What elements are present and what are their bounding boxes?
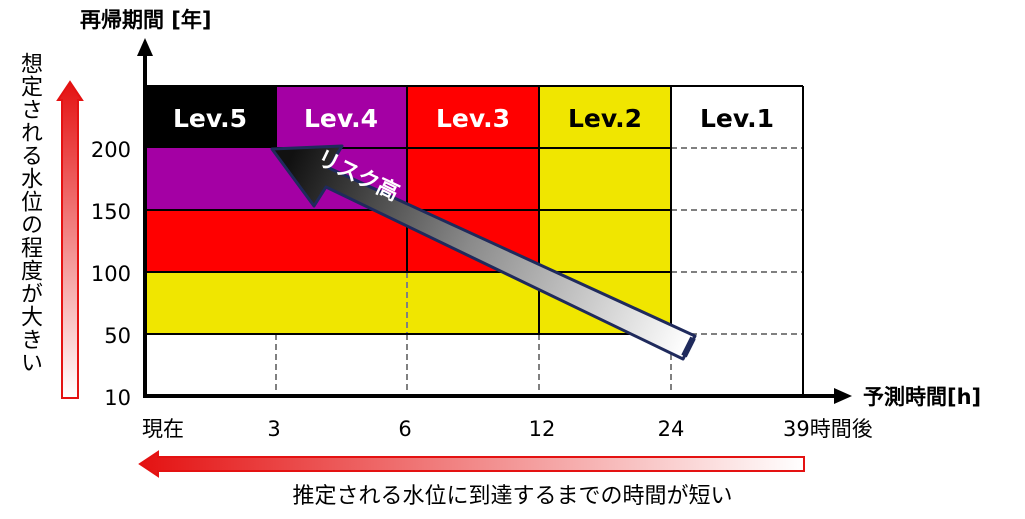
bottom-gradient-arrow-shape bbox=[138, 450, 805, 478]
cell-lev3-top bbox=[407, 86, 539, 148]
level-label-2: Lev.2 bbox=[568, 104, 642, 133]
level-label-4: Lev.4 bbox=[304, 104, 378, 133]
cell-lev1-top bbox=[671, 86, 803, 148]
cell-red-150-200 bbox=[407, 148, 539, 210]
x-tick-label-end: 39時間後 bbox=[783, 417, 873, 441]
x-tick-label: 6 bbox=[398, 417, 411, 441]
y-tick-label: 150 bbox=[91, 200, 131, 224]
risk-arrow-end-cap bbox=[681, 336, 696, 358]
cell-lev2-top bbox=[539, 86, 671, 148]
x-tick-label: 12 bbox=[529, 417, 556, 441]
x-tick-label: 24 bbox=[658, 417, 685, 441]
risk-arrow-shape bbox=[270, 144, 697, 361]
level-label-5: Lev.5 bbox=[173, 104, 247, 133]
cell-yellow-100-150 bbox=[539, 210, 671, 272]
x-axis-arrowhead bbox=[834, 388, 852, 404]
bottom-note: 推定される水位に到達するまでの時間が短い bbox=[292, 484, 733, 509]
y-tick-label: 100 bbox=[91, 262, 131, 286]
x-tick-label-now: 現在 bbox=[142, 417, 184, 441]
y-axis-title: 再帰期間 [年] bbox=[80, 8, 212, 32]
y-tick-label: 10 bbox=[104, 386, 131, 410]
y-axis-arrowhead bbox=[137, 38, 153, 56]
solid-grid bbox=[145, 85, 804, 396]
left-gradient-arrow bbox=[56, 80, 84, 399]
level-label-3: Lev.3 bbox=[436, 104, 510, 133]
cell-lev5-top bbox=[145, 86, 276, 148]
y-tick-labels: 200 150 100 50 10 bbox=[91, 138, 131, 410]
y-tick-label: 200 bbox=[91, 138, 131, 162]
x-tick-labels: 現在 3 6 12 24 39時間後 bbox=[142, 417, 873, 441]
left-note: 想定される水位の程度が大きい bbox=[17, 52, 42, 374]
x-axis-title: 予測時間[h] bbox=[863, 385, 981, 409]
left-gradient-arrow-shape bbox=[56, 80, 84, 399]
risk-cells bbox=[145, 86, 803, 334]
cell-yellow-150-200 bbox=[539, 148, 671, 210]
level-label-1: Lev.1 bbox=[700, 104, 774, 133]
cell-lev4-top bbox=[276, 86, 407, 148]
axes bbox=[137, 38, 852, 404]
x-tick-label: 3 bbox=[267, 417, 280, 441]
level-labels: Lev.5 Lev.4 Lev.3 Lev.2 Lev.1 bbox=[173, 104, 774, 133]
bottom-gradient-arrow bbox=[138, 450, 805, 478]
y-tick-label: 50 bbox=[104, 324, 131, 348]
